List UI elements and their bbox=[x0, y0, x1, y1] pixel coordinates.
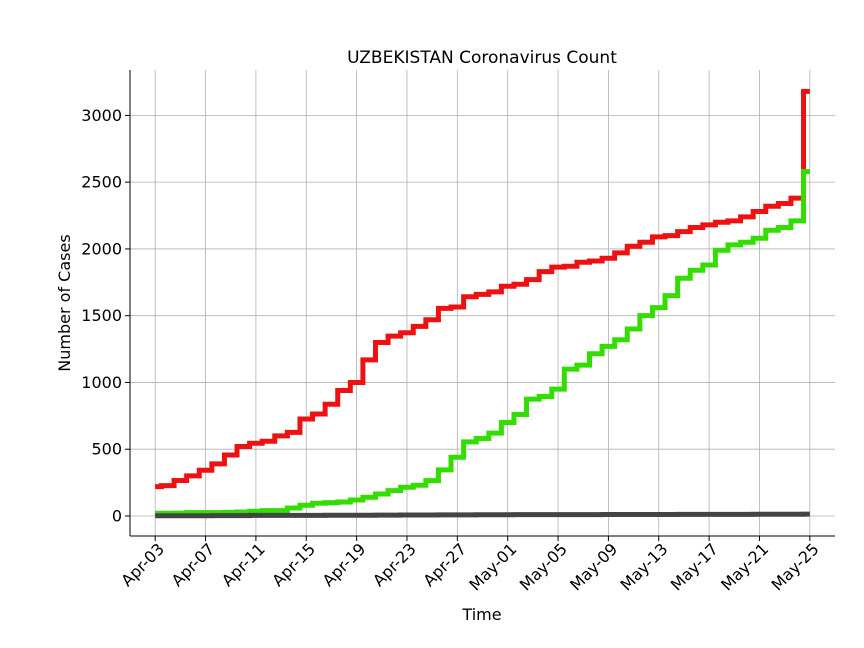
series-line-0 bbox=[155, 88, 810, 490]
y-tick-label: 500 bbox=[91, 440, 122, 459]
x-tick-label: May-09 bbox=[566, 539, 621, 594]
y-tick-label: 3000 bbox=[81, 106, 122, 125]
x-tick-label: Apr-23 bbox=[369, 539, 420, 590]
x-tick-label: May-05 bbox=[516, 539, 571, 594]
y-tick-label: 1000 bbox=[81, 373, 122, 392]
y-axis-title: Number of Cases bbox=[55, 234, 74, 371]
x-tick-label: Apr-19 bbox=[319, 539, 370, 590]
axis-ticks: Apr-03 Apr-07 Apr-11 Apr-15 Apr-19 Apr-23 Apr-… bbox=[81, 106, 822, 595]
x-tick-label: May-13 bbox=[616, 539, 671, 594]
x-tick-label: Apr-07 bbox=[168, 539, 219, 590]
x-tick-label: May-17 bbox=[667, 539, 722, 594]
x-tick-label: Apr-27 bbox=[419, 539, 470, 590]
x-tick-label: Apr-15 bbox=[268, 539, 319, 590]
series-line-2 bbox=[155, 511, 810, 519]
x-tick-label: Apr-11 bbox=[218, 539, 269, 590]
x-tick-label: May-25 bbox=[768, 539, 823, 594]
y-tick-label: 2500 bbox=[81, 173, 122, 192]
chart-title: UZBEKISTAN Coronavirus Count bbox=[347, 48, 617, 68]
series-lines bbox=[155, 88, 810, 519]
x-tick-label: Apr-03 bbox=[117, 539, 168, 590]
y-tick-label: 0 bbox=[112, 506, 122, 525]
series-line-1 bbox=[155, 168, 810, 516]
grid-lines bbox=[130, 70, 835, 536]
y-tick-label: 1500 bbox=[81, 306, 122, 325]
x-tick-label: May-21 bbox=[717, 539, 772, 594]
x-tick-label: May-01 bbox=[465, 539, 520, 594]
x-axis-title: Time bbox=[461, 605, 501, 624]
y-tick-label: 2000 bbox=[81, 239, 122, 258]
